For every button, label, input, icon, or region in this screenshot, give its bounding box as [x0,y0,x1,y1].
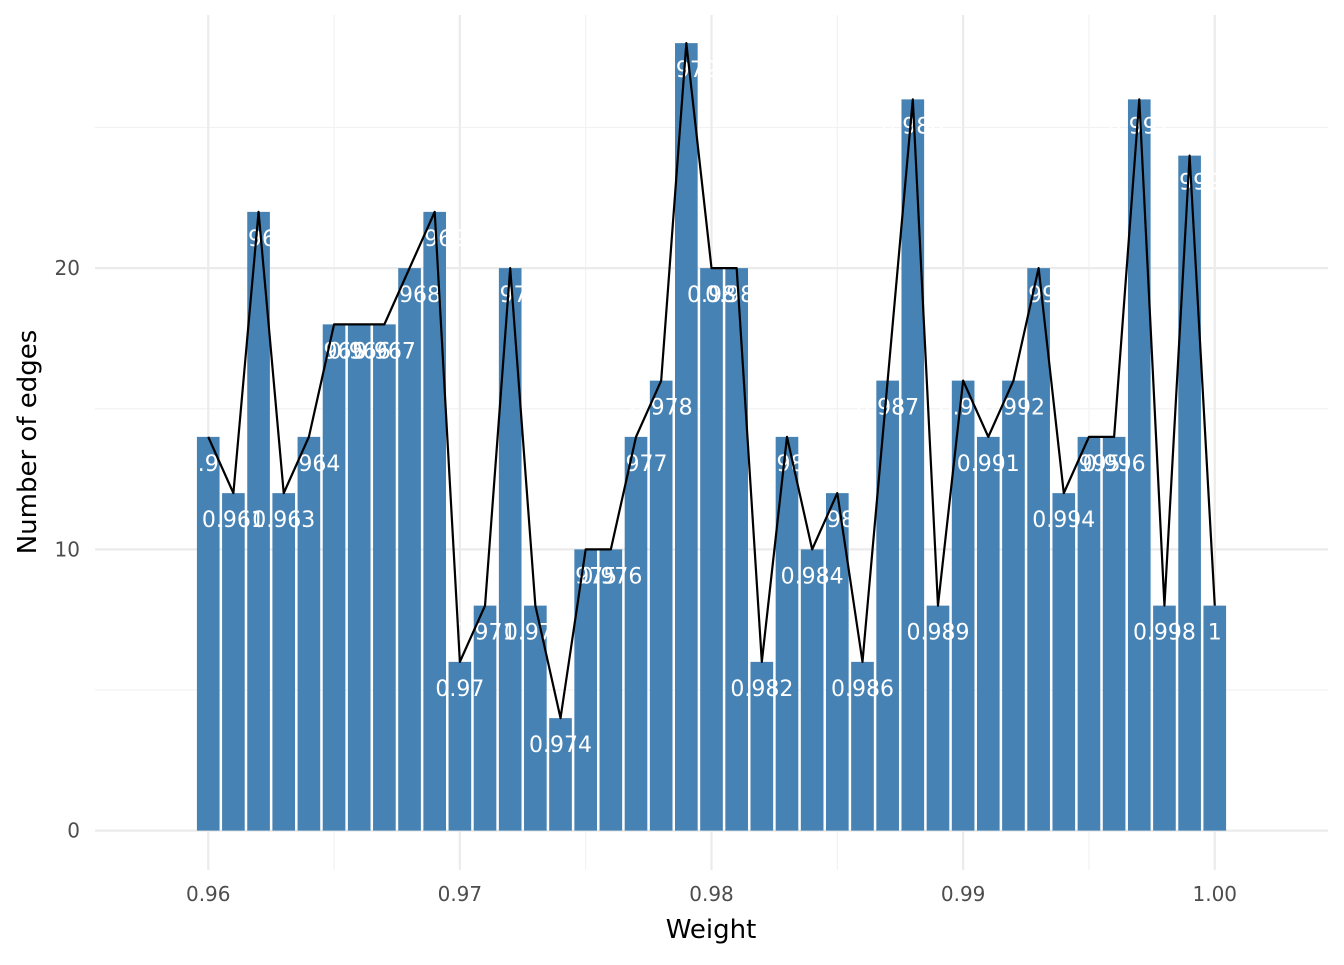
bar [825,493,849,831]
bar [675,43,698,831]
trend-line [207,42,1216,720]
bar-value-label: 0.972 [479,283,542,308]
bar-labels: 0.960.9610.9620.9630.9640.9650.9660.9670… [184,58,1222,758]
bar [876,380,899,831]
bar-value-label: 0.968 [378,283,441,308]
x-tick-label: 0.99 [941,882,986,906]
bar [1203,605,1227,831]
x-tick-label: 0.97 [438,882,483,906]
bar [1052,493,1076,831]
bar [851,661,874,831]
x-tick-label: 0.98 [689,882,734,906]
bar-value-label: 0.996 [1083,452,1146,477]
bar-value-label: 0.977 [605,452,668,477]
bar-value-label: 0.965 [303,339,366,364]
bar [1102,436,1126,831]
bar-value-label: 0.979 [655,58,718,83]
bar-value-label: 0.984 [781,564,844,589]
bar [1027,268,1050,831]
bar-value-label: 0.982 [730,677,793,702]
bar-value-label: 0.998 [1133,621,1196,646]
bar [649,380,673,831]
bar-value-label: 0.983 [755,452,818,477]
y-tick-label: 10 [55,537,80,561]
y-tick-label: 0 [67,819,80,843]
bar-value-label: 0.989 [906,621,969,646]
bar-value-label: 0.961 [202,508,265,533]
bar [1127,99,1151,831]
bar [272,493,296,831]
bar-value-label: 0.992 [982,396,1045,421]
bar [926,605,950,831]
x-tick-label: 1.00 [1192,882,1237,906]
bar-value-label: 0.976 [579,564,642,589]
bar [196,436,220,831]
bar-value-label: 0.975 [554,564,617,589]
bar-value-label: 0.971 [454,621,517,646]
bar-value-label: 0.97 [435,677,484,702]
bar [976,436,1000,831]
bar [624,436,648,831]
bar [297,436,321,831]
bar-value-label: 0.963 [252,508,315,533]
bar-value-label: 0.993 [1007,283,1070,308]
bar-value-label: 0.991 [957,452,1020,477]
x-axis-ticks: 0.96 0.97 0.98 0.99 1.00 [186,882,1237,906]
y-tick-label: 20 [55,256,80,280]
bar-value-label: 0.966 [328,339,391,364]
bar-value-label: 0.986 [831,677,894,702]
bar [901,99,925,831]
x-tick-label: 0.96 [186,882,231,906]
bar [423,211,447,831]
bar-value-label: 0.995 [1057,452,1120,477]
bar [725,268,748,831]
bar-value-label: 0.973 [504,621,567,646]
bar [347,324,371,831]
bar [322,324,346,831]
bar [800,549,824,831]
bar-value-label: 0.985 [806,508,869,533]
bar [448,661,472,831]
bar [750,661,774,831]
bar [398,268,421,831]
bar-value-label: 0.987 [856,396,919,421]
bar-value-label: 0.967 [353,339,416,364]
bar-value-label: 0.98 [687,283,736,308]
x-axis-title: Weight [666,915,757,945]
bar-value-label: 0.974 [529,733,592,758]
bar [549,718,572,831]
y-axis-title: Number of edges [13,330,43,555]
bar [775,436,799,831]
bar [524,605,547,831]
bar [1178,155,1201,831]
bars [196,43,1227,831]
bar-value-label: 0.978 [630,396,693,421]
bar-value-label: 0.981 [705,283,768,308]
bar [498,268,522,831]
bar [574,549,598,831]
bar [473,605,497,831]
bar [1002,380,1025,831]
count-line [207,42,1216,720]
bar-value-label: 1 [1208,621,1222,646]
bar [700,268,723,831]
bar [1153,605,1176,831]
bar [373,324,396,831]
bar [599,549,623,831]
bar-value-label: 0.994 [1032,508,1095,533]
bar [951,380,975,831]
bar [247,211,270,831]
bar-value-label: 0.964 [277,452,340,477]
bar [1077,436,1101,831]
bar-value-label: 0.962 [227,227,290,252]
bar [222,493,245,831]
y-axis-ticks: 0 10 20 [55,256,80,843]
